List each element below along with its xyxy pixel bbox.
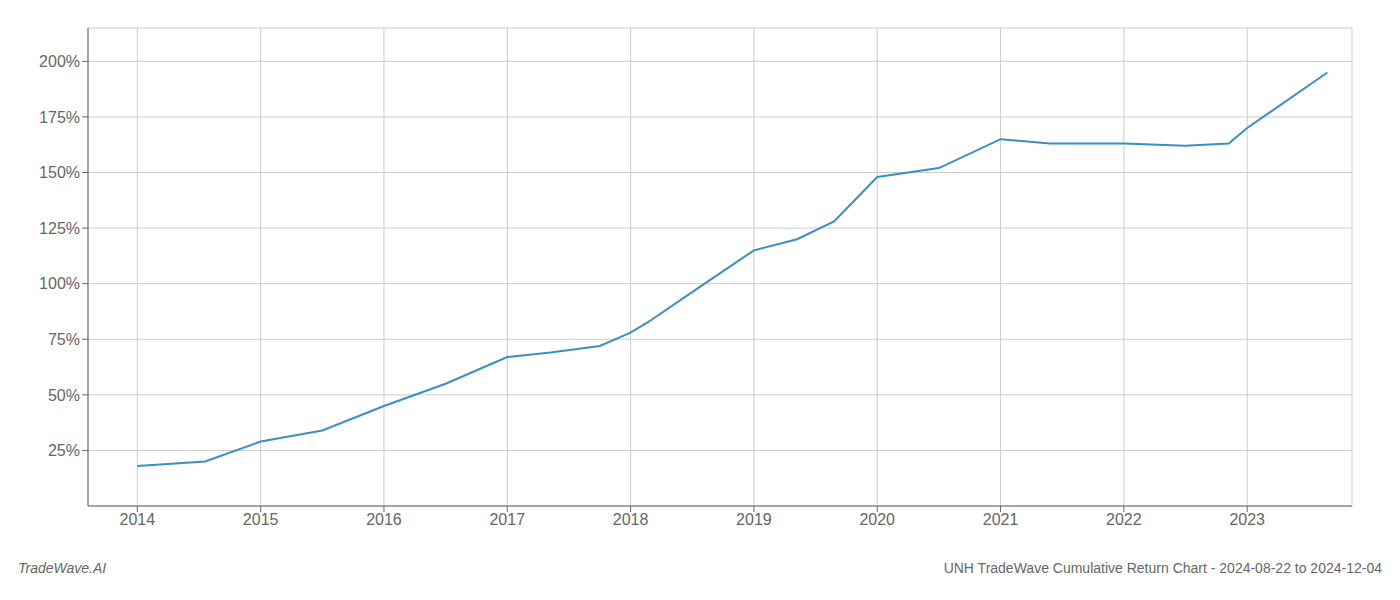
svg-text:2018: 2018 [613, 511, 649, 528]
svg-text:2019: 2019 [736, 511, 772, 528]
svg-text:2017: 2017 [489, 511, 525, 528]
svg-text:2014: 2014 [120, 511, 156, 528]
svg-text:125%: 125% [39, 220, 80, 237]
svg-text:150%: 150% [39, 164, 80, 181]
svg-text:75%: 75% [48, 331, 80, 348]
svg-text:25%: 25% [48, 442, 80, 459]
svg-text:2015: 2015 [243, 511, 279, 528]
svg-text:2016: 2016 [366, 511, 402, 528]
svg-text:200%: 200% [39, 53, 80, 70]
svg-text:2021: 2021 [983, 511, 1019, 528]
svg-text:100%: 100% [39, 275, 80, 292]
html-text:TradeWave.AI: TradeWave.AI [18, 560, 107, 576]
html-text:UNH TradeWave Cumulative Retur: UNH TradeWave Cumulative Return Chart - … [943, 560, 1382, 576]
svg-text:2022: 2022 [1106, 511, 1142, 528]
svg-text:2023: 2023 [1229, 511, 1265, 528]
svg-text:2020: 2020 [859, 511, 895, 528]
svg-text:50%: 50% [48, 387, 80, 404]
svg-text:175%: 175% [39, 109, 80, 126]
